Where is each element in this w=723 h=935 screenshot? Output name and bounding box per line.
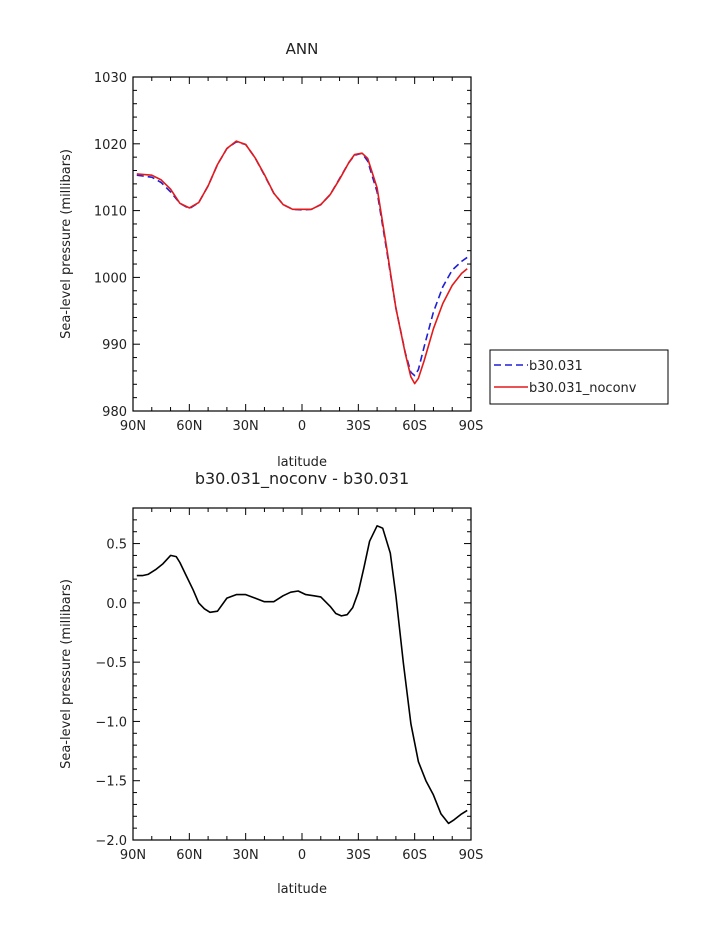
- bottom-x-tick-label: 90S: [459, 848, 484, 863]
- top-panel: ANN 90N 60N 30N 0 30S 60S 90S 980 990 1000 1010 102…: [59, 40, 669, 470]
- top-y-tick-label: 1000: [94, 271, 127, 286]
- bottom-y-tick-label: −0.5: [95, 656, 127, 671]
- top-y-tick-label: 980: [102, 405, 127, 420]
- legend-label-b30-031: b30.031: [529, 359, 583, 374]
- bottom-y-tick-label: −2.0: [95, 834, 127, 849]
- bottom-ticks-group: 90N 60N 30N 0 30S 60S 90S 0.5 0.0 −0.5 −1.0 −1.5 −2.…: [95, 508, 483, 863]
- bottom-x-tick-label: 30S: [346, 848, 371, 863]
- top-series-group: [136, 140, 468, 385]
- bottom-x-tick-label: 30N: [233, 848, 259, 863]
- top-x-tick-label: 0: [298, 419, 306, 434]
- top-series-line-b30-031: [136, 141, 468, 377]
- top-ticks-group: 90N 60N 30N 0 30S 60S 90S 980 990 1000 1010 1020 103…: [94, 71, 483, 434]
- bottom-x-tick-label: 90N: [120, 848, 146, 863]
- bottom-y-tick-label: 0.5: [106, 538, 127, 553]
- top-chart-title: ANN: [286, 40, 319, 58]
- top-x-tick-label: 90S: [459, 419, 484, 434]
- bottom-plot-frame: [132, 507, 472, 841]
- bottom-series-group: [136, 524, 468, 825]
- legend: b30.031 b30.031_noconv: [489, 349, 669, 405]
- bottom-y-tick-label: −1.5: [95, 775, 127, 790]
- top-y-tick-label: 1020: [94, 138, 127, 153]
- bottom-panel: b30.031_noconv - b30.031 90N 60N 30N 0 30S 60…: [59, 469, 483, 897]
- bottom-series-line-0: [136, 524, 468, 825]
- bottom-y-tick-label: −1.0: [95, 715, 127, 730]
- top-x-axis-label: latitude: [277, 455, 327, 470]
- top-y-axis-label: Sea-level pressure (millibars): [59, 149, 74, 339]
- bottom-x-axis-label: latitude: [277, 882, 327, 897]
- top-y-tick-label: 990: [102, 338, 127, 353]
- top-series-line-b30-031-noconv: [136, 140, 468, 385]
- top-x-tick-label: 30N: [233, 419, 259, 434]
- bottom-x-tick-label: 60N: [176, 848, 202, 863]
- top-y-tick-label: 1030: [94, 71, 127, 86]
- bottom-y-tick-label: 0.0: [106, 597, 127, 612]
- legend-box: [489, 349, 669, 405]
- top-x-tick-label: 30S: [346, 419, 371, 434]
- top-x-tick-label: 60N: [176, 419, 202, 434]
- bottom-x-tick-label: 60S: [402, 848, 427, 863]
- top-x-tick-label: 60S: [402, 419, 427, 434]
- top-x-tick-label: 90N: [120, 419, 146, 434]
- bottom-chart-title: b30.031_noconv - b30.031: [195, 469, 409, 489]
- bottom-y-axis-label: Sea-level pressure (millibars): [59, 579, 74, 769]
- bottom-x-tick-label: 0: [298, 848, 306, 863]
- top-y-tick-label: 1010: [94, 205, 127, 220]
- legend-label-b30-031-noconv: b30.031_noconv: [529, 381, 637, 396]
